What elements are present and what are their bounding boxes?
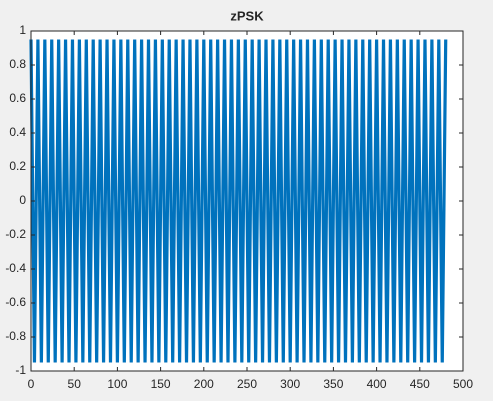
y-tick-label: -0.4 xyxy=(5,261,26,275)
x-tick-label: 400 xyxy=(367,377,387,391)
y-tick-label: -0.2 xyxy=(5,227,26,241)
signal-line xyxy=(29,39,448,363)
y-tick-label: 0.6 xyxy=(9,91,26,105)
x-tick-label: 150 xyxy=(151,377,171,391)
x-tick-label: 50 xyxy=(68,377,82,391)
x-tick-label: 100 xyxy=(107,377,127,391)
x-tick-label: 250 xyxy=(237,377,257,391)
y-tick-label: 0 xyxy=(19,193,26,207)
y-tick-label: 1 xyxy=(19,23,26,37)
x-tick-label: 0 xyxy=(28,377,35,391)
x-tick-label: 450 xyxy=(410,377,430,391)
y-tick-label: -0.8 xyxy=(5,329,26,343)
y-tick-label: 0.4 xyxy=(9,125,26,139)
x-tick-label: 350 xyxy=(323,377,343,391)
y-tick-label: 0.8 xyxy=(9,57,26,71)
y-tick-label: 0.2 xyxy=(9,159,26,173)
y-tick-label: -0.6 xyxy=(5,295,26,309)
y-tick-label: -1 xyxy=(15,363,26,377)
x-tick-label: 300 xyxy=(280,377,300,391)
x-tick-label: 200 xyxy=(194,377,214,391)
x-tick-label: 500 xyxy=(453,377,473,391)
chart-title: zPSK xyxy=(230,8,264,23)
